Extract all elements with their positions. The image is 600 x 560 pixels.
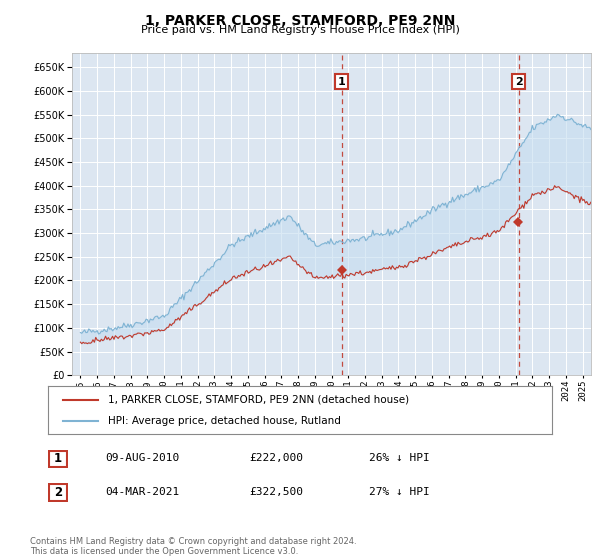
Text: 1, PARKER CLOSE, STAMFORD, PE9 2NN: 1, PARKER CLOSE, STAMFORD, PE9 2NN — [145, 14, 455, 28]
Text: 04-MAR-2021: 04-MAR-2021 — [105, 487, 179, 497]
Text: £222,000: £222,000 — [249, 453, 303, 463]
Text: £322,500: £322,500 — [249, 487, 303, 497]
Text: Price paid vs. HM Land Registry's House Price Index (HPI): Price paid vs. HM Land Registry's House … — [140, 25, 460, 35]
Text: 2: 2 — [515, 77, 523, 87]
Text: 1: 1 — [338, 77, 346, 87]
Text: 27% ↓ HPI: 27% ↓ HPI — [369, 487, 430, 497]
FancyBboxPatch shape — [49, 484, 67, 501]
Text: 26% ↓ HPI: 26% ↓ HPI — [369, 453, 430, 463]
Text: Contains HM Land Registry data © Crown copyright and database right 2024.: Contains HM Land Registry data © Crown c… — [30, 537, 356, 546]
Text: This data is licensed under the Open Government Licence v3.0.: This data is licensed under the Open Gov… — [30, 547, 298, 556]
Text: 2: 2 — [54, 486, 62, 499]
Text: HPI: Average price, detached house, Rutland: HPI: Average price, detached house, Rutl… — [109, 416, 341, 426]
FancyBboxPatch shape — [49, 451, 67, 467]
Text: 09-AUG-2010: 09-AUG-2010 — [105, 453, 179, 463]
Text: 1, PARKER CLOSE, STAMFORD, PE9 2NN (detached house): 1, PARKER CLOSE, STAMFORD, PE9 2NN (deta… — [109, 395, 410, 405]
Text: 1: 1 — [54, 452, 62, 465]
